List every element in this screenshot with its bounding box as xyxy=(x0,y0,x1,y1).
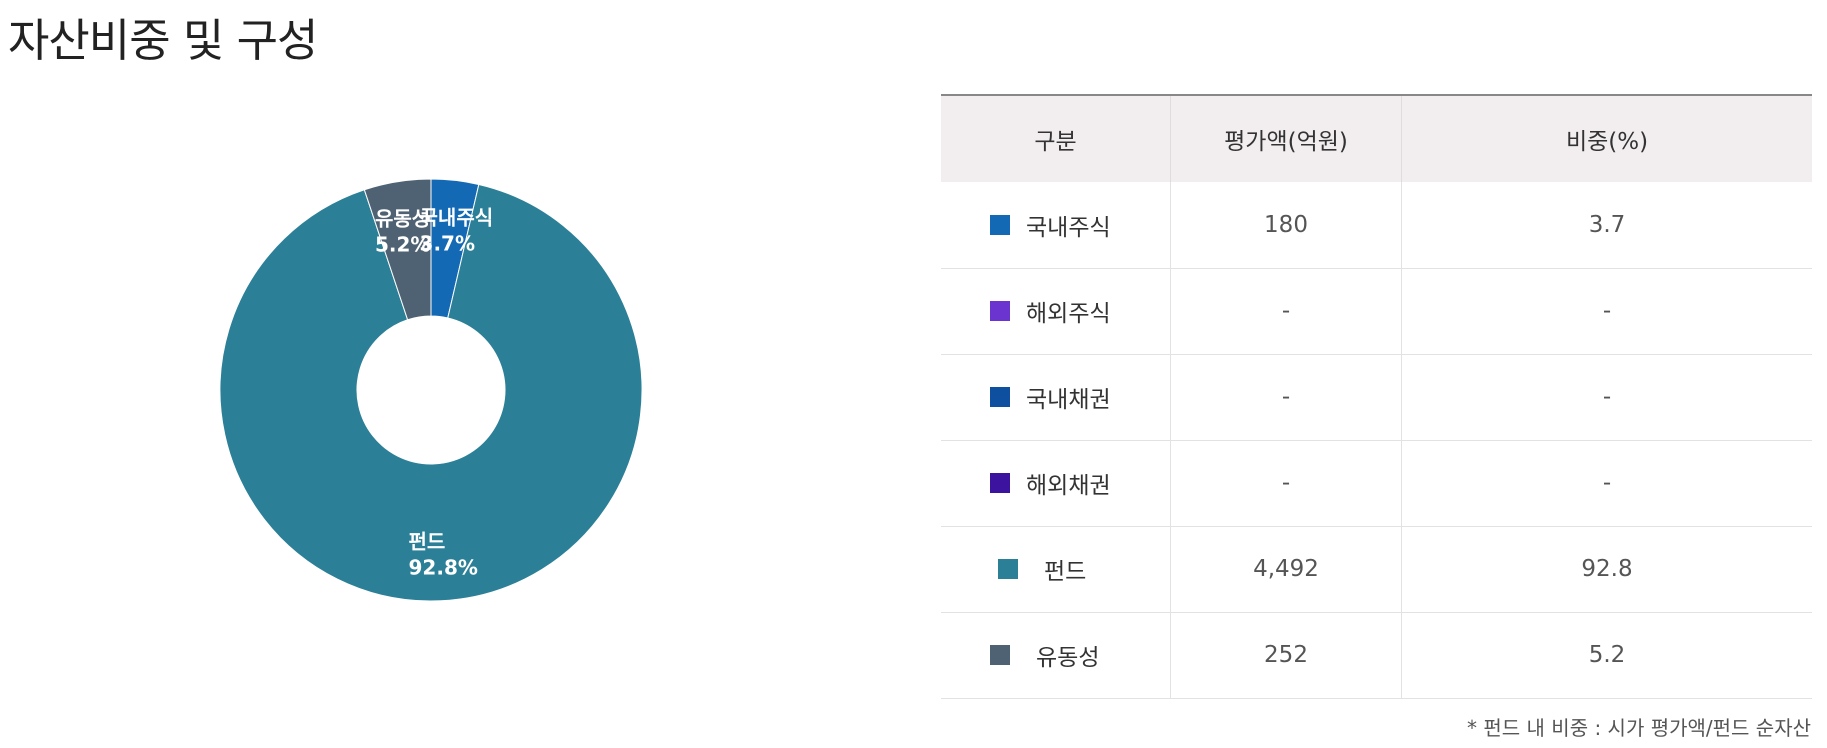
amount-cell: 252 xyxy=(1170,612,1402,699)
slice-1 xyxy=(219,183,643,602)
table-row: 국내채권 - - xyxy=(941,354,1812,441)
category-cell: 유동성 xyxy=(941,612,1171,699)
swatch-icon xyxy=(990,387,1010,407)
amount-cell: 4,492 xyxy=(1170,526,1402,613)
swatch-icon xyxy=(990,214,1010,235)
slice-label-2: 유동성 5.2% xyxy=(375,207,430,257)
table-row: 유동성 252 5.2 xyxy=(941,612,1812,699)
category-cell: 해외주식 xyxy=(941,268,1171,355)
amount-cell: - xyxy=(1170,268,1402,355)
header-weight: 비중(%) xyxy=(1401,94,1812,182)
swatch-icon xyxy=(998,559,1018,579)
weight-cell: - xyxy=(1401,354,1812,441)
table-row: 해외주식 - - xyxy=(941,268,1812,355)
table-header-row: 구분 평가액(억원) 비중(%) xyxy=(941,94,1812,182)
category-label: 국내주식 xyxy=(1026,214,1111,241)
category-label: 펀드 xyxy=(1044,559,1087,585)
table-row: 해외채권 - - xyxy=(941,440,1812,527)
page-title: 자산비중 및 구성 xyxy=(8,14,318,67)
category-label: 유동성 xyxy=(1036,645,1100,671)
weight-cell: 3.7 xyxy=(1401,182,1812,269)
weight-cell: 5.2 xyxy=(1401,612,1812,699)
amount-cell: - xyxy=(1170,440,1402,527)
slice-label-0: 국내주식 3.7% xyxy=(420,206,494,256)
table-row: 펀드 4,492 92.8 xyxy=(941,526,1812,613)
table-row: 국내주식 180 3.7 xyxy=(941,182,1812,269)
category-cell: 국내채권 xyxy=(941,354,1171,441)
asset-donut-chart: 국내주식 3.7% 펀드 92.8% 유동성 5.2% xyxy=(0,90,900,690)
slice-2 xyxy=(363,178,432,321)
footnote: * 펀드 내 비중 : 시가 평가액/펀드 순자산 xyxy=(1467,716,1811,740)
weight-cell: - xyxy=(1401,440,1812,527)
donut-svg: 국내주식 3.7% 펀드 92.8% 유동성 5.2% xyxy=(219,178,643,602)
slice-label-1: 펀드 92.8% xyxy=(409,529,478,579)
category-label: 해외주식 xyxy=(1026,301,1111,327)
amount-cell: 180 xyxy=(1170,182,1402,269)
swatch-icon xyxy=(990,301,1010,321)
weight-cell: 92.8 xyxy=(1401,526,1812,613)
asset-table: 구분 평가액(억원) 비중(%) 국내주식 180 3.7 해외주식 - - 국… xyxy=(941,94,1812,699)
weight-cell: - xyxy=(1401,268,1812,355)
category-cell: 국내주식 xyxy=(941,182,1171,269)
swatch-icon xyxy=(990,645,1010,665)
header-category: 구분 xyxy=(941,94,1171,182)
category-cell: 해외채권 xyxy=(941,440,1171,527)
category-label: 국내채권 xyxy=(1026,387,1111,413)
amount-cell: - xyxy=(1170,354,1402,441)
category-cell: 펀드 xyxy=(941,526,1171,613)
category-label: 해외채권 xyxy=(1026,473,1111,499)
swatch-icon xyxy=(990,473,1010,493)
header-amount: 평가액(억원) xyxy=(1170,94,1402,182)
